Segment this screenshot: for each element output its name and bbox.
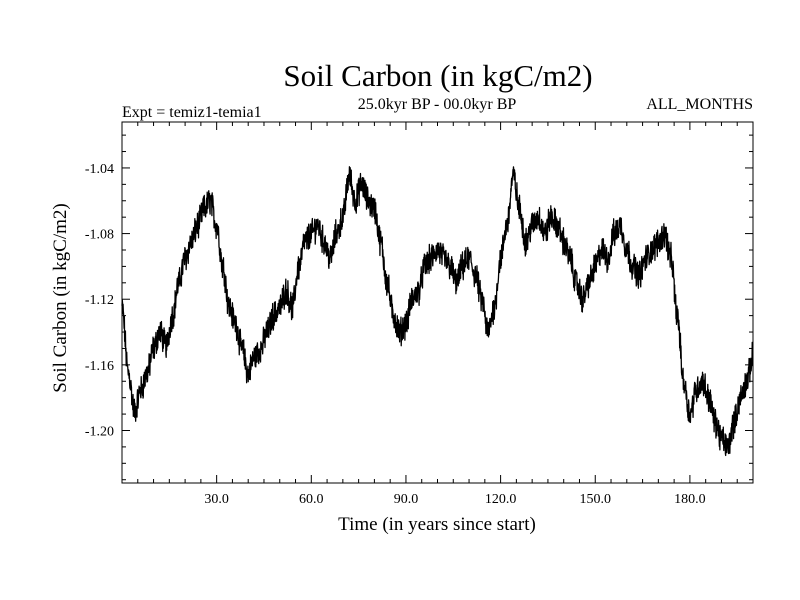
soil-carbon-series-line bbox=[121, 166, 754, 457]
y-tick-label: -1.12 bbox=[85, 293, 114, 308]
time-range-label: 25.0kyr BP - 00.0kyr BP bbox=[358, 96, 517, 113]
plot-frame bbox=[121, 121, 754, 484]
x-tick-label: 30.0 bbox=[204, 492, 229, 507]
x-axis-label: Time (in years since start) bbox=[338, 514, 536, 535]
y-axis-label: Soil Carbon (in kgC/m2) bbox=[50, 203, 71, 392]
y-tick-label: -1.16 bbox=[85, 359, 114, 374]
y-tick-label: -1.20 bbox=[85, 424, 114, 439]
y-tick-label: -1.04 bbox=[85, 162, 114, 177]
x-tick-label: 180.0 bbox=[674, 492, 706, 507]
x-tick-label: 120.0 bbox=[485, 492, 517, 507]
y-tick-label: -1.08 bbox=[85, 228, 114, 243]
chart-title: Soil Carbon (in kgC/m2) bbox=[283, 58, 592, 93]
experiment-label: Expt = temiz1-temia1 bbox=[122, 104, 262, 121]
x-tick-label: 60.0 bbox=[299, 492, 324, 507]
x-tick-label: 150.0 bbox=[580, 492, 612, 507]
x-tick-label: 90.0 bbox=[394, 492, 419, 507]
months-label: ALL_MONTHS bbox=[646, 96, 753, 113]
